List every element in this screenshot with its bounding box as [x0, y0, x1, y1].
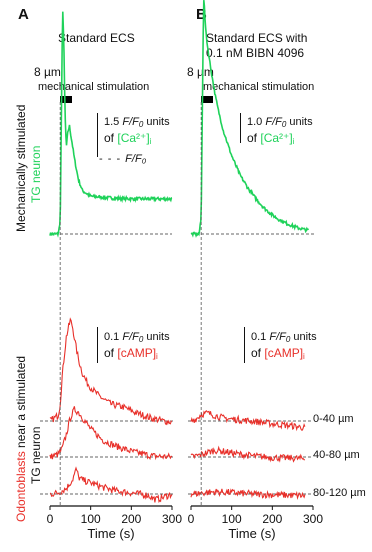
ca-trace-a	[49, 11, 173, 238]
panel-a-camp-label: of [cAMP]i	[104, 346, 158, 362]
panel-a-camp-scale-bar	[97, 327, 98, 363]
panel-b-camp-scale-text: 0.1 F/F0 units	[251, 331, 317, 344]
x-tick-label-b-0: 0	[188, 512, 195, 526]
panel-b-ca-scale-text: 1.0 F/F0 units	[247, 116, 313, 129]
panel-a-ca-label: of [Ca²⁺]i	[104, 131, 152, 147]
panel-a-stim-size: 8 µm	[34, 65, 61, 79]
panel-b-stim-label: mechanical stimulation	[203, 81, 315, 93]
camp-trace-b-1	[190, 445, 306, 463]
camp-trace-a-1	[49, 406, 173, 461]
panel-b-ca-label: of [Ca²⁺]i	[247, 131, 295, 147]
panel-b-condition-line2: 0.1 nM BIBN 4096	[206, 46, 305, 60]
panel-b-camp-label: of [cAMP]i	[251, 346, 305, 362]
ca-trace-b	[190, 0, 309, 238]
panel-b-camp-scale-bar	[244, 327, 245, 363]
x-tick-label-b-2: 200	[262, 512, 282, 526]
x-tick-label-a-2: 200	[121, 512, 141, 526]
x-tick-label-b-3: 300	[303, 512, 323, 526]
panel-a-letter: A	[18, 6, 29, 23]
x-axis-label-b: Time (s)	[228, 526, 275, 541]
panel-b-stim-bar	[201, 96, 213, 103]
panel-a-stim-label: mechanical stimulation	[38, 81, 150, 93]
x-tick-label-a-0: 0	[47, 512, 54, 526]
x-tick-label-b-1: 100	[222, 512, 242, 526]
camp-trace-b-0	[190, 410, 306, 432]
panel-a-baseline-legend: - - - F/F₀	[99, 153, 147, 165]
panel-b-letter: B	[196, 6, 207, 23]
panel-a-ca-scale-bar	[97, 113, 98, 157]
distance-label-0: 0-40 µm	[313, 413, 354, 425]
panel-a-camp-scale-text: 0.1 F/F0 units	[104, 331, 170, 344]
x-tick-label-a-3: 300	[162, 512, 182, 526]
panel-a-stim-bar	[60, 96, 72, 103]
panel-a-condition: Standard ECS	[58, 31, 135, 45]
panel-b-stim-size: 8 µm	[187, 65, 214, 79]
x-tick-label-a-1: 100	[81, 512, 101, 526]
distance-label-1: 40-80 µm	[313, 449, 360, 461]
panel-b-condition-line1: Standard ECS with	[206, 31, 308, 45]
camp-trace-b-2	[190, 488, 306, 501]
panel-a-ca-scale-text: 1.5 F/F0 units	[104, 116, 170, 129]
camp-trace-a-0	[49, 317, 172, 426]
panel-b-ca-scale-bar	[240, 113, 241, 143]
distance-label-2: 80-120 µm	[313, 487, 366, 499]
x-axis-label-a: Time (s)	[87, 526, 134, 541]
camp-trace-a-2	[49, 466, 173, 503]
